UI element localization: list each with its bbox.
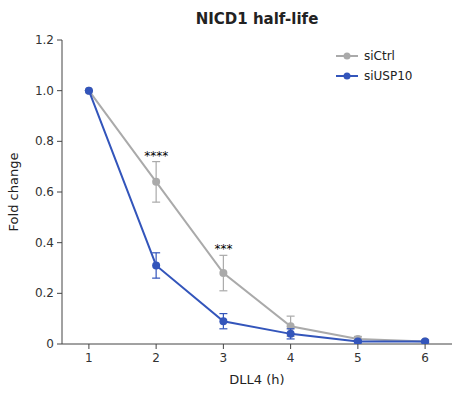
series-line (89, 91, 425, 342)
y-tick-label: 1.2 (35, 33, 54, 47)
legend-swatch-marker (344, 53, 351, 60)
y-tick-label: 0.6 (35, 185, 54, 199)
x-axis-line (62, 344, 452, 345)
x-tick-label: 4 (287, 351, 295, 365)
y-tick (57, 344, 62, 345)
error-bar (152, 253, 160, 278)
error-bar-cap (219, 328, 227, 329)
x-tick-label: 3 (220, 351, 228, 365)
legend-swatch-marker (344, 73, 351, 80)
y-tick (57, 90, 62, 91)
legend-label: siUSP10 (364, 69, 413, 83)
y-tick (57, 242, 62, 243)
data-point (421, 337, 429, 344)
x-tick-label: 2 (152, 351, 160, 365)
x-tick (425, 344, 426, 349)
x-tick (357, 344, 358, 349)
error-bar-cap (219, 290, 227, 291)
y-tick-label: 0.2 (35, 286, 54, 300)
legend-label: siCtrl (364, 49, 395, 63)
chart: NICD1 half-life 1 2 3 4 5 6 0 0.2 0.4 0.6 0.8 1.0 1.2… (0, 0, 474, 396)
data-point (85, 87, 93, 95)
data-point (85, 87, 93, 95)
x-tick (88, 344, 89, 349)
data-point (287, 330, 295, 338)
error-bar-cap (152, 278, 160, 279)
data-point (219, 269, 227, 277)
data-point (287, 322, 295, 330)
annotation: **** (144, 149, 168, 163)
data-point (219, 317, 227, 325)
error-bar (152, 162, 160, 203)
data-point (152, 178, 160, 186)
title: NICD1 half-life (196, 10, 319, 28)
error-bar-cap (287, 328, 295, 329)
y-tick-label: 0.4 (35, 236, 54, 250)
x-tick-label: 6 (421, 351, 429, 365)
legend: siCtrl siUSP10 (336, 49, 413, 83)
y-tick-label: 0.8 (35, 134, 54, 148)
x-tick-label: 5 (354, 351, 362, 365)
data-point (354, 337, 362, 344)
x-tick-label: 1 (85, 351, 93, 365)
error-bar-cap (152, 252, 160, 253)
error-bar (287, 329, 295, 339)
error-bar (219, 314, 227, 329)
plot-area (85, 87, 429, 344)
y-axis-label: Fold change (6, 153, 21, 232)
x-tick (156, 344, 157, 349)
data-point (421, 337, 429, 344)
error-bar (219, 255, 227, 290)
error-bar-cap (287, 338, 295, 339)
x-tick (290, 344, 291, 349)
y-tick-label: 1.0 (35, 84, 54, 98)
error-bar-cap (152, 202, 160, 203)
x-tick (223, 344, 224, 349)
data-point (152, 261, 160, 269)
y-tick (57, 293, 62, 294)
y-tick (57, 192, 62, 193)
error-bar-cap (219, 313, 227, 314)
annotation: *** (214, 242, 232, 256)
y-tick-label: 0 (46, 337, 54, 351)
error-bar-cap (287, 316, 295, 317)
series-line (89, 91, 425, 342)
x-axis-label: DLL4 (h) (229, 372, 284, 387)
y-tick (57, 141, 62, 142)
y-tick (57, 40, 62, 41)
